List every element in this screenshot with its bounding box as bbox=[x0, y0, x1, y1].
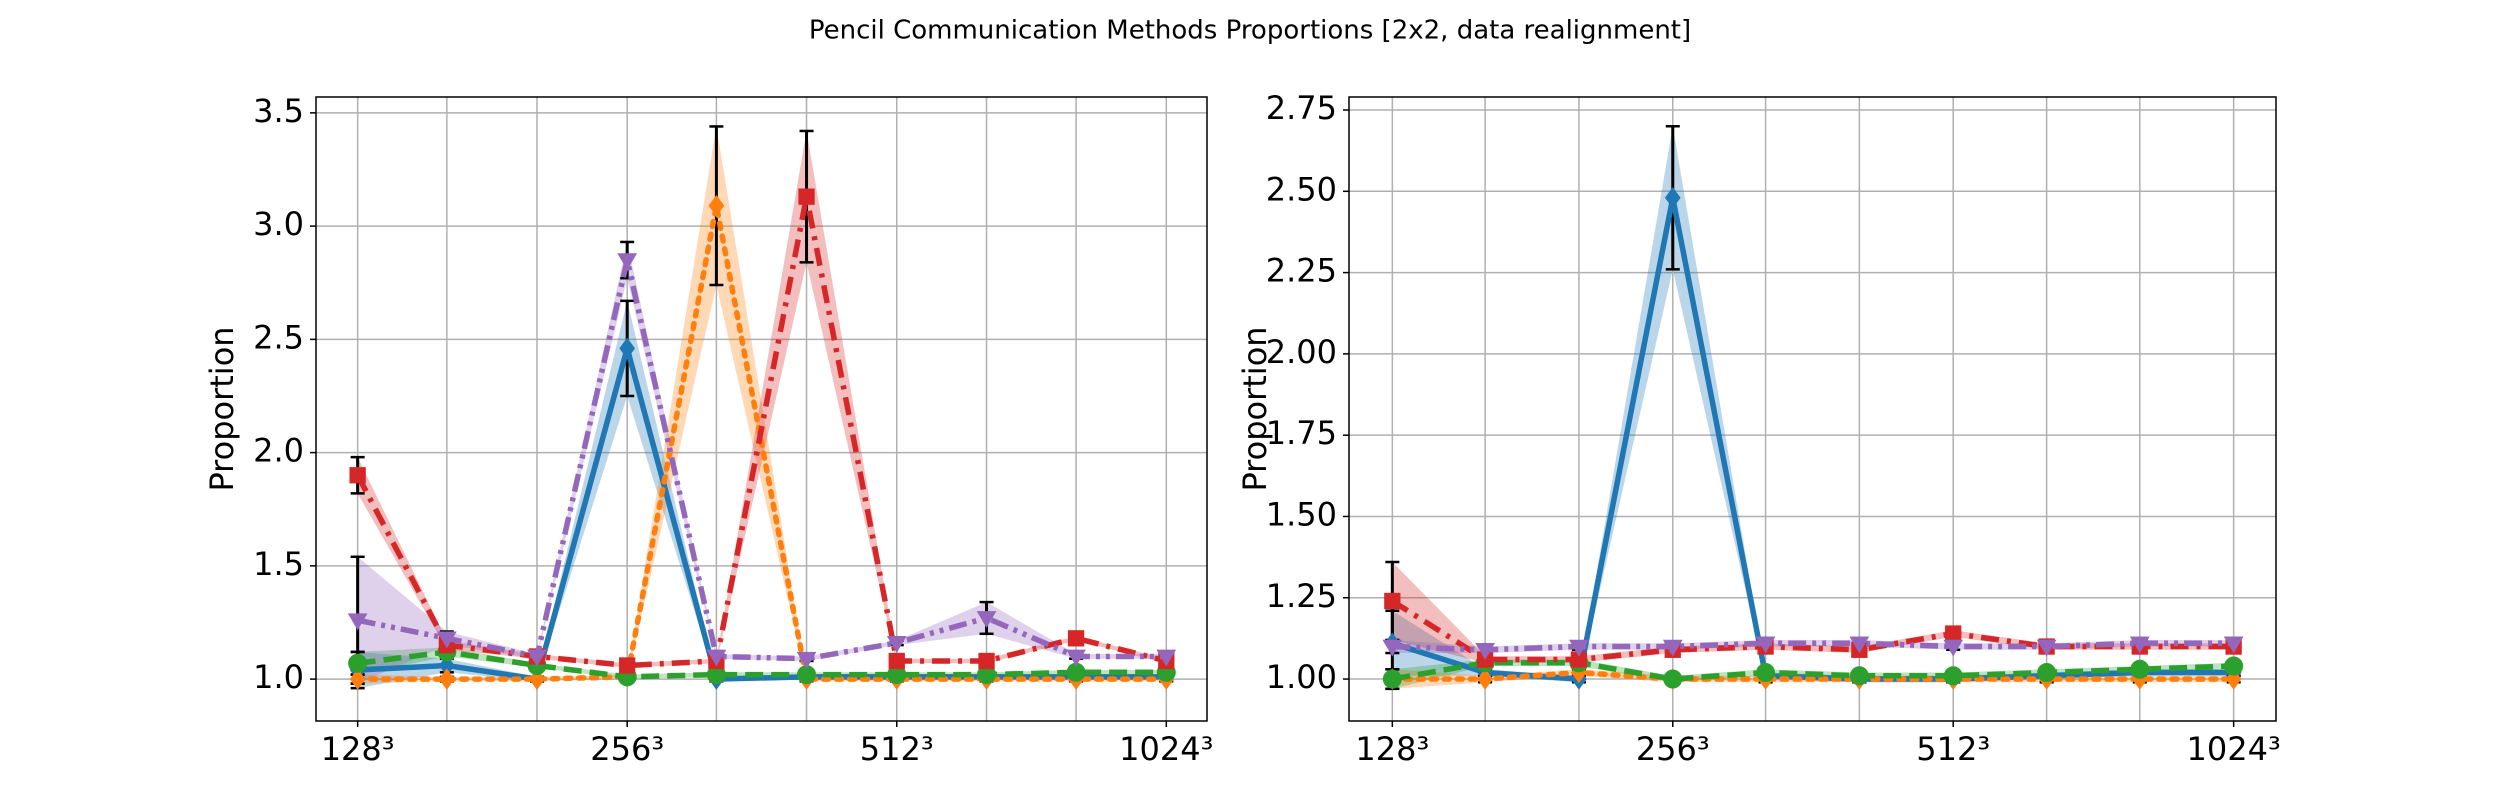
marker bbox=[349, 467, 366, 484]
x-tick-label: 1024³ bbox=[2187, 730, 2281, 768]
marker bbox=[1755, 636, 1776, 654]
y-tick-label: 2.75 bbox=[1266, 89, 1337, 127]
y-tick-label: 2.00 bbox=[1266, 333, 1337, 371]
marker bbox=[708, 194, 725, 217]
marker bbox=[2037, 663, 2057, 683]
marker bbox=[1475, 642, 1496, 660]
y-tick-label: 1.25 bbox=[1266, 577, 1337, 615]
marker bbox=[436, 631, 457, 649]
marker bbox=[1849, 666, 1869, 686]
marker bbox=[1943, 639, 1964, 657]
marker bbox=[1663, 669, 1683, 689]
y-tick-label: 2.0 bbox=[253, 432, 304, 470]
series-line bbox=[1391, 660, 2234, 682]
marker bbox=[619, 657, 636, 674]
marker bbox=[1382, 669, 1402, 689]
marker bbox=[1849, 636, 1870, 654]
marker bbox=[2224, 656, 2244, 676]
marker bbox=[798, 188, 815, 205]
series-line bbox=[357, 649, 1167, 680]
plot-frame bbox=[315, 96, 1208, 722]
marker bbox=[2129, 636, 2150, 654]
error-band bbox=[357, 241, 1167, 684]
y-tick-label: 1.0 bbox=[253, 658, 304, 696]
x-tick-label: 256³ bbox=[590, 730, 664, 768]
marker bbox=[1664, 187, 1681, 209]
marker bbox=[886, 636, 907, 653]
marker bbox=[1477, 668, 1493, 690]
series-line bbox=[1389, 669, 2237, 682]
marker bbox=[1569, 639, 1589, 657]
marker bbox=[1156, 649, 1177, 667]
marker bbox=[978, 652, 995, 670]
x-tick-label: 1024³ bbox=[1119, 730, 1213, 768]
marker bbox=[348, 653, 368, 673]
figure-title: Pencil Communication Methods Proportions… bbox=[809, 16, 1691, 46]
y-tick-label: 3.0 bbox=[253, 205, 304, 243]
marker bbox=[347, 613, 368, 631]
marker bbox=[1756, 663, 1776, 683]
marker bbox=[1067, 630, 1085, 647]
series-line bbox=[354, 205, 1170, 682]
marker bbox=[2036, 639, 2057, 657]
marker bbox=[888, 652, 905, 670]
y-axis-label: Proportion bbox=[1236, 326, 1274, 491]
error-band bbox=[1392, 561, 2234, 663]
plot-frame bbox=[1348, 96, 2277, 722]
marker bbox=[796, 651, 817, 669]
series-line bbox=[1390, 598, 2234, 663]
marker bbox=[1066, 649, 1086, 667]
y-tick-label: 1.00 bbox=[1266, 658, 1337, 696]
marker bbox=[976, 611, 997, 628]
error-band bbox=[357, 130, 1167, 668]
marker bbox=[1384, 592, 1401, 610]
series-line bbox=[355, 196, 1167, 669]
error-band bbox=[357, 300, 1167, 689]
marker bbox=[1943, 666, 1963, 686]
marker bbox=[349, 668, 366, 690]
x-tick-label: 128³ bbox=[1355, 730, 1429, 768]
y-tick-label: 2.5 bbox=[253, 318, 304, 356]
y-tick-label: 2.25 bbox=[1266, 252, 1337, 290]
marker bbox=[527, 649, 547, 667]
marker bbox=[1382, 639, 1403, 657]
marker bbox=[2223, 636, 2244, 654]
marker bbox=[439, 668, 455, 690]
x-tick-label: 256³ bbox=[1636, 730, 1710, 768]
marker bbox=[1945, 625, 1962, 642]
x-tick-label: 512³ bbox=[1916, 730, 1990, 768]
marker bbox=[706, 649, 727, 667]
y-tick-label: 3.5 bbox=[253, 92, 304, 130]
marker bbox=[617, 253, 638, 271]
series-line bbox=[1392, 640, 2234, 653]
y-tick-label: 1.5 bbox=[253, 545, 304, 583]
error-band bbox=[357, 126, 1167, 684]
marker bbox=[2130, 659, 2150, 679]
y-tick-label: 1.75 bbox=[1266, 414, 1337, 452]
y-tick-label: 2.50 bbox=[1266, 170, 1337, 208]
x-tick-label: 512³ bbox=[860, 730, 934, 768]
error-band bbox=[1392, 126, 2234, 683]
series-line bbox=[357, 259, 1167, 662]
series-line bbox=[1391, 197, 2234, 682]
marker bbox=[1662, 639, 1683, 657]
y-axis-label: Proportion bbox=[203, 326, 241, 491]
x-tick-label: 128³ bbox=[321, 730, 395, 768]
y-tick-label: 1.50 bbox=[1266, 495, 1337, 533]
marker bbox=[619, 337, 636, 360]
